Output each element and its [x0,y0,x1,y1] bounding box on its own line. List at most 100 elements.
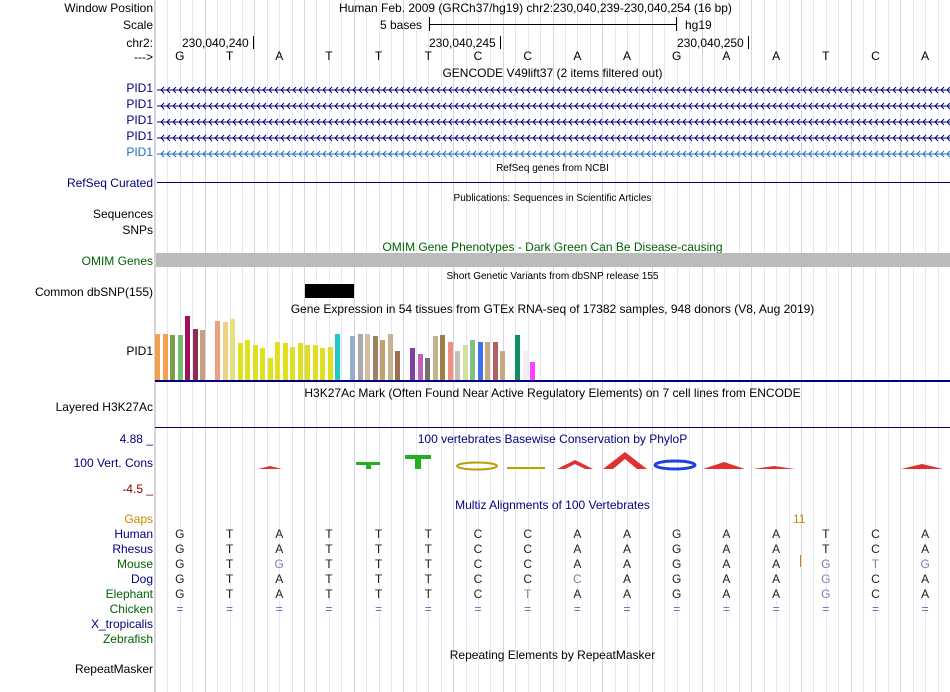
gencode-transcript-label[interactable]: PID1 [126,129,153,143]
multiz-species-label[interactable]: Rhesus [112,542,153,556]
gtex-tissue-bar[interactable] [260,348,265,380]
alignment-base: T [424,542,432,556]
gtex-tissue-bar[interactable] [327,346,333,380]
alignment-base: A [921,527,930,541]
repeatmasker-track-title[interactable]: Repeating Elements by RepeatMasker [449,648,656,662]
gtex-tissue-bar[interactable] [185,316,190,380]
multiz-species-label[interactable]: Human [114,527,153,541]
alignment-base: G [821,572,831,586]
multiz-species-label[interactable]: Chicken [109,602,153,616]
ruler-base: G [672,49,682,63]
multiz-species-label[interactable]: Elephant [105,587,153,601]
multiz-species-label[interactable]: Zebrafish [102,632,153,646]
mouse-insertion-marker[interactable] [800,555,801,567]
logo-C-col7 [456,461,498,471]
phylop-logo[interactable] [155,448,950,476]
gtex-tissue-bar[interactable] [387,333,393,380]
gencode-transcript-label[interactable]: PID1 [126,145,153,159]
gtex-tissue-bar[interactable] [515,335,520,380]
gtex-tissue-bar[interactable] [335,333,340,380]
gtex-tissue-bar[interactable] [200,330,205,380]
gtex-tissue-bar[interactable] [297,342,303,380]
gencode-transcript-label[interactable]: PID1 [126,97,153,111]
gencode-transcript-feature[interactable] [157,132,950,142]
gtex-tissue-bar[interactable] [365,333,370,380]
gtex-tissue-bar[interactable] [485,341,490,380]
gtex-tissue-bar[interactable] [395,351,400,380]
gap-count[interactable]: 11 [793,512,806,526]
gtex-tissue-bar[interactable] [440,335,445,380]
gtex-tissue-bar[interactable] [357,333,363,380]
gtex-tissue-bar[interactable] [500,351,505,380]
gtex-tissue-bar[interactable] [477,341,483,380]
alignment-base: T [225,542,234,556]
omim-genes-label[interactable]: OMIM Genes [81,254,153,268]
omim-track-title[interactable]: OMIM Gene Phenotypes - Dark Green Can Be… [382,240,723,254]
ruler-base: A [573,49,582,63]
sequences-label[interactable]: Sequences [92,207,153,221]
dbsnp-track-title[interactable]: Short Genetic Variants from dbSNP releas… [446,271,659,282]
gtex-tissue-bar[interactable] [530,362,535,380]
phylop-track-title[interactable]: 100 vertebrates Basewise Conservation by… [417,432,688,446]
snps-label[interactable]: SNPs [122,223,153,237]
multiz-species-label[interactable]: X_tropicalis [90,617,153,631]
gtex-pid1-label[interactable]: PID1 [126,344,153,358]
gtex-tissue-bar[interactable] [522,351,528,380]
gtex-tissue-bar[interactable] [410,348,415,380]
gtex-tissue-bar[interactable] [215,321,220,380]
multiz-species-label[interactable]: Dog [130,572,153,586]
multiz-track-title[interactable]: Multiz Alignments of 100 Vertebrates [455,498,650,512]
gtex-tissue-bar[interactable] [237,342,243,380]
gencode-transcript-feature[interactable] [157,148,950,158]
gtex-tissue-bar[interactable] [252,344,258,380]
h3k27ac-label[interactable]: Layered H3K27Ac [55,400,153,414]
refseq-line[interactable] [157,182,950,183]
gencode-transcript-label[interactable]: PID1 [126,81,153,95]
gtex-tissue-bar[interactable] [455,351,460,380]
gtex-tissue-bar[interactable] [425,357,430,380]
refseq-curated-label[interactable]: RefSeq Curated [66,176,153,190]
gtex-tissue-bar[interactable] [320,348,325,380]
gencode-transcript-feature[interactable] [157,84,950,94]
gtex-tissue-bar[interactable] [162,333,168,380]
gtex-tissue-bar[interactable] [380,340,385,380]
gtex-tissue-bar[interactable] [492,341,498,380]
gencode-transcript-feature[interactable] [157,100,950,110]
gtex-tissue-bar[interactable] [230,319,235,380]
gtex-tissue-bar[interactable] [222,322,228,380]
gtex-tissue-bar[interactable] [155,333,160,380]
gtex-tissue-bar[interactable] [350,336,355,380]
dbsnp-label[interactable]: Common dbSNP(155) [34,285,153,299]
gtex-tissue-bar[interactable] [447,341,453,380]
gtex-tissue-bar[interactable] [282,342,288,380]
gtex-track-title[interactable]: Gene Expression in 54 tissues from GTEx … [290,302,815,316]
gtex-tissue-bar[interactable] [417,354,423,380]
gencode-transcript-label[interactable]: PID1 [126,113,153,127]
gtex-expression-bars[interactable] [155,316,555,380]
gtex-tissue-bar[interactable] [275,341,280,380]
h3k27ac-track-title[interactable]: H3K27Ac Mark (Often Found Near Active Re… [304,386,801,400]
repeatmasker-label[interactable]: RepeatMasker [74,662,153,676]
gtex-tissue-bar[interactable] [312,344,318,380]
gtex-tissue-bar[interactable] [470,340,475,380]
alignment-base: A [722,587,731,601]
multiz-species-label[interactable]: Mouse [116,557,153,571]
omim-gene-bar[interactable] [156,253,950,267]
gtex-tissue-bar[interactable] [372,336,378,380]
gencode-track-title[interactable]: GENCODE V49lift37 (2 items filtered out) [442,66,663,80]
dbsnp-variant-feature[interactable] [305,284,354,298]
gtex-tissue-bar[interactable] [462,344,468,380]
gtex-tissue-bar[interactable] [170,335,175,380]
alignment-base: A [772,542,781,556]
gtex-tissue-bar[interactable] [267,357,273,380]
gtex-tissue-bar[interactable] [305,344,310,380]
gtex-tissue-bar[interactable] [192,328,198,380]
refseq-track-title[interactable]: RefSeq genes from NCBI [496,163,609,174]
gencode-transcript-feature[interactable] [157,116,950,126]
gtex-tissue-bar[interactable] [177,335,183,380]
gtex-tissue-bar[interactable] [432,336,438,380]
publications-track-title[interactable]: Publications: Sequences in Scientific Ar… [453,193,652,204]
phylop-label[interactable]: 100 Vert. Cons [73,456,153,470]
gtex-tissue-bar[interactable] [290,346,295,380]
gtex-tissue-bar[interactable] [245,340,250,380]
